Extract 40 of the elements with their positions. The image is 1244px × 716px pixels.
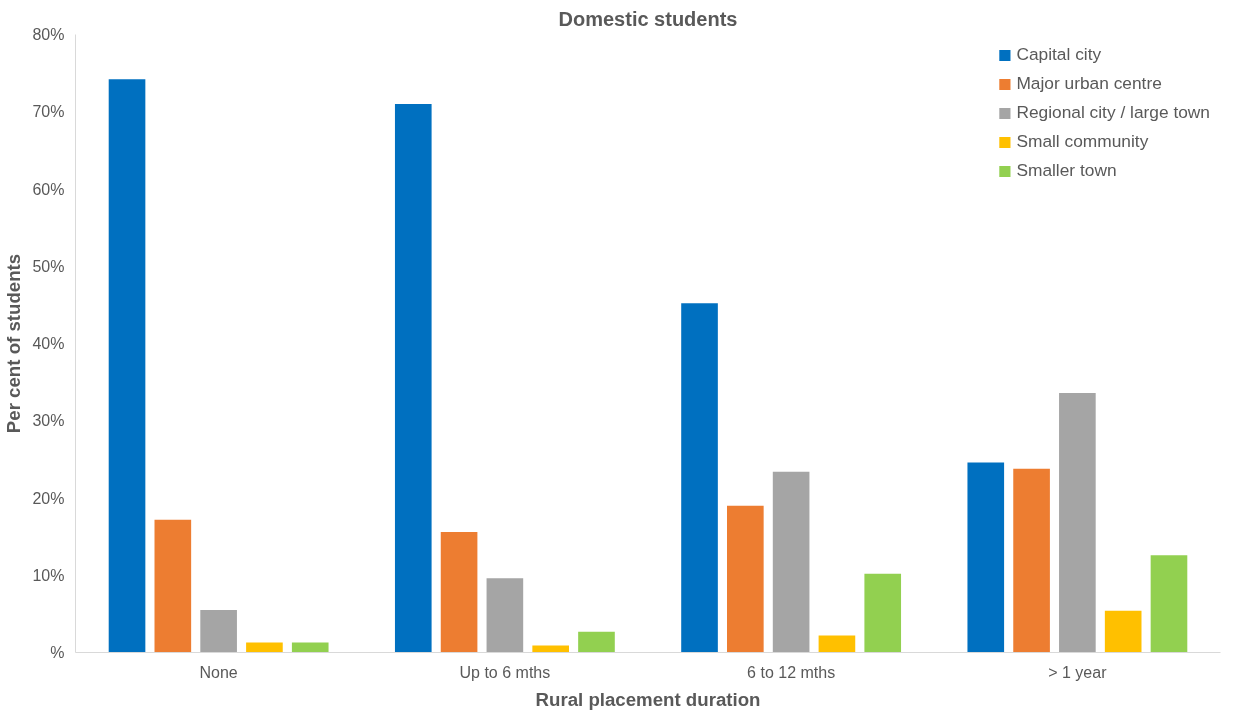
bar bbox=[200, 610, 237, 653]
bar bbox=[394, 104, 432, 653]
bar bbox=[108, 79, 146, 653]
y-tick-label: 60% bbox=[32, 180, 65, 198]
bar bbox=[440, 531, 478, 653]
bar bbox=[1013, 468, 1050, 653]
x-tick-label: None bbox=[199, 663, 238, 681]
bar bbox=[681, 303, 718, 653]
y-tick-label: 50% bbox=[32, 257, 65, 275]
bar bbox=[486, 578, 524, 653]
y-tick-label: 70% bbox=[32, 103, 65, 121]
bar bbox=[818, 635, 856, 653]
x-tick-label: > 1 year bbox=[1048, 663, 1108, 681]
bar bbox=[1150, 555, 1188, 653]
x-axis-title: Rural placement duration bbox=[535, 688, 761, 710]
y-tick-label: % bbox=[50, 644, 65, 661]
y-tick-label: 30% bbox=[32, 412, 65, 430]
bar bbox=[1104, 610, 1142, 653]
x-tick-label: 6 to 12 mths bbox=[747, 663, 836, 681]
x-tick-label: Up to 6 mths bbox=[459, 663, 551, 681]
bar bbox=[864, 573, 902, 653]
y-tick-label: 40% bbox=[32, 335, 65, 352]
legend-label: Capital city bbox=[1016, 44, 1102, 65]
bar bbox=[727, 505, 764, 653]
legend-label: Major urban centre bbox=[1016, 73, 1162, 94]
bar bbox=[578, 631, 615, 653]
bar bbox=[1059, 392, 1096, 653]
bar bbox=[967, 462, 1005, 653]
legend-label: Smaller town bbox=[1016, 160, 1117, 181]
bar bbox=[246, 642, 283, 653]
y-axis-title: Per cent of students bbox=[3, 253, 25, 434]
legend-label: Regional city / large town bbox=[1016, 102, 1210, 123]
legend-label: Small community bbox=[1016, 131, 1149, 152]
bar bbox=[154, 519, 192, 653]
y-tick-label: 80% bbox=[32, 26, 65, 43]
y-tick-label: 20% bbox=[32, 489, 65, 507]
bar bbox=[772, 471, 810, 653]
chart-title: Domestic students bbox=[558, 7, 738, 30]
y-tick-label: 10% bbox=[32, 566, 65, 584]
bar bbox=[291, 642, 329, 653]
